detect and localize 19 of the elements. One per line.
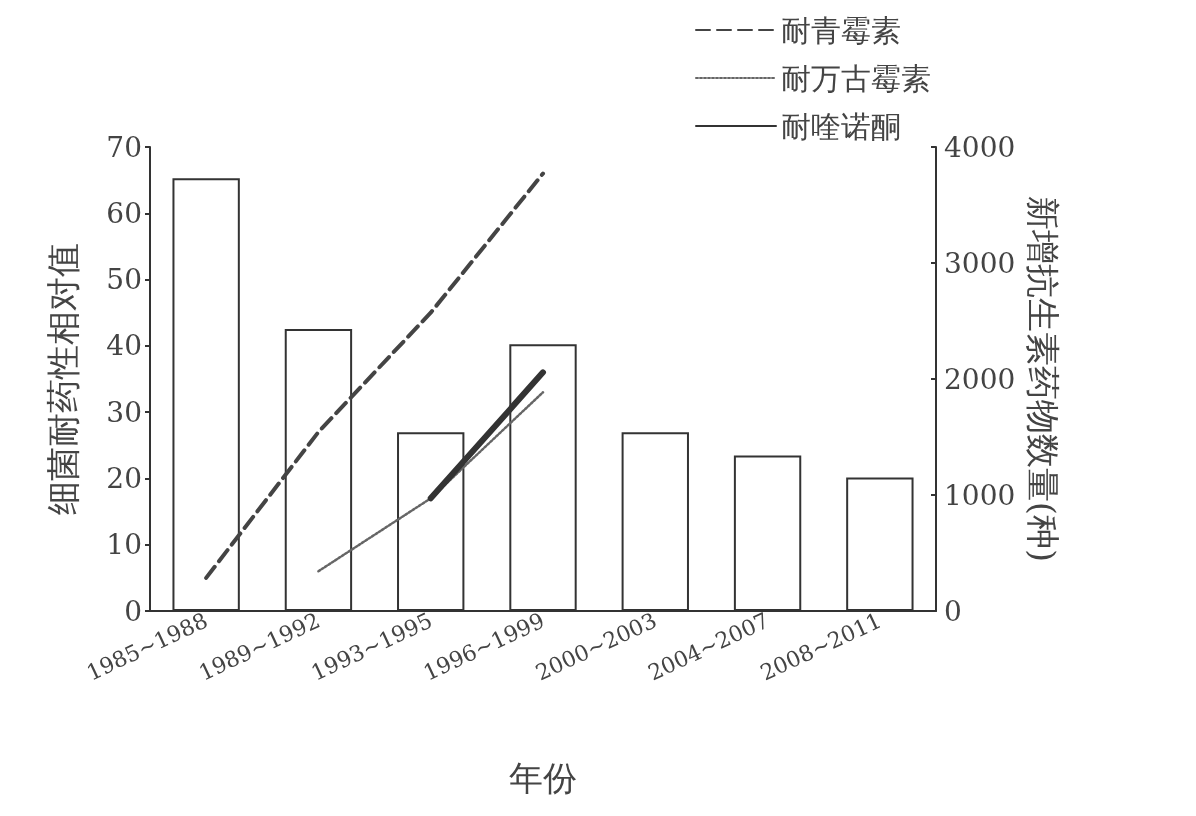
- legend-label: 耐喹诺酮: [781, 108, 901, 144]
- x-axis-title: 年份: [509, 758, 577, 798]
- y2-tick-label: 0: [944, 594, 962, 628]
- y2-tick-label: 1000: [944, 478, 1016, 512]
- y2-axis-title: 新增抗生素药物数量(种): [1023, 195, 1064, 563]
- y2-tick-label: 3000: [944, 246, 1016, 280]
- y-tick-label: 50: [106, 263, 142, 297]
- y-tick-label: 30: [106, 395, 142, 429]
- legend-label: 耐青霉素: [781, 12, 901, 48]
- y2-tick-label: 2000: [944, 362, 1016, 396]
- y-tick-label: 40: [106, 329, 142, 363]
- line-series: [204, 171, 545, 580]
- y2-tick-label: 4000: [944, 130, 1016, 164]
- y-axis-title: 细菌耐药性相对值: [43, 243, 83, 515]
- y-tick-label: 20: [106, 461, 142, 495]
- y-tick-label: 70: [106, 130, 142, 164]
- y-tick-label: 60: [106, 196, 142, 230]
- y-tick-label: 10: [106, 528, 142, 562]
- legend-label: 耐万古霉素: [781, 60, 931, 96]
